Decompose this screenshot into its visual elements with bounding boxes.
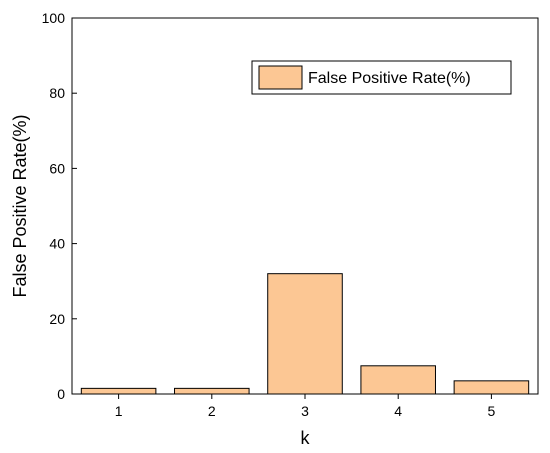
y-tick-label: 80 xyxy=(49,85,65,101)
y-tick-label: 0 xyxy=(57,386,65,402)
bars-group xyxy=(80,273,530,395)
bar-k-2 xyxy=(174,387,250,395)
x-tick-label: 3 xyxy=(301,403,309,419)
x-tick-label: 4 xyxy=(394,403,402,419)
legend: False Positive Rate(%) xyxy=(251,60,512,95)
bar-k-5 xyxy=(453,380,530,395)
y-axis-title: False Positive Rate(%) xyxy=(10,114,30,297)
legend-swatch xyxy=(258,65,303,90)
bar-k-4 xyxy=(360,365,436,395)
bar-k-1 xyxy=(80,387,157,395)
x-tick-label: 5 xyxy=(488,403,496,419)
y-tick-label: 40 xyxy=(49,236,65,252)
x-axis: 1 2 3 4 5 xyxy=(115,394,496,419)
bar-k-3 xyxy=(267,273,343,395)
legend-entry: False Positive Rate(%) xyxy=(308,70,471,87)
y-axis: 0 20 40 60 80 100 xyxy=(42,10,77,402)
y-tick-label: 20 xyxy=(49,311,65,327)
y-tick-label: 100 xyxy=(42,10,66,26)
x-tick-label: 2 xyxy=(208,403,216,419)
y-tick-label: 60 xyxy=(49,160,65,176)
x-axis-title: k xyxy=(301,428,311,448)
x-tick-label: 1 xyxy=(115,403,123,419)
